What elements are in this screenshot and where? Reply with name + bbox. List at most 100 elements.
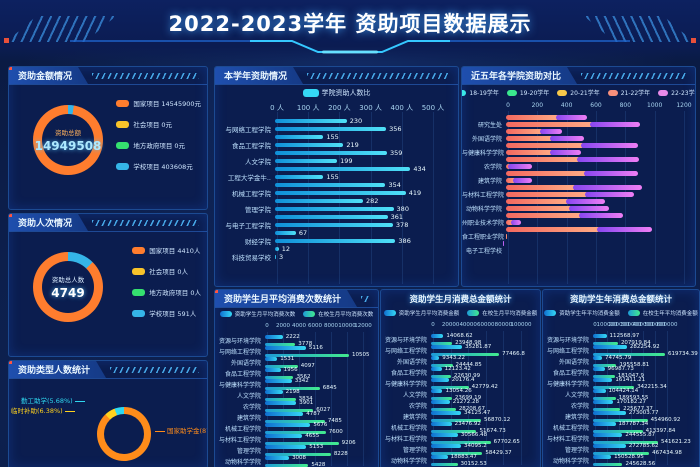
legend-item[interactable]: 在校生月平均消费金额 xyxy=(467,309,537,317)
category-label: 研究生处 xyxy=(477,122,502,129)
amount-legend: 国家项目 14545900元 社会项目 0元 地方政府项目 0元学校项目 40360… xyxy=(116,98,201,171)
people-center-value: 4749 xyxy=(51,286,85,300)
gridline xyxy=(566,111,568,284)
legend-item[interactable]: 国家项目 14545900元 xyxy=(116,98,201,108)
legend-label: 资助学生月平均消费金额 xyxy=(398,311,460,317)
legend-item[interactable]: 22-23学年 xyxy=(658,88,695,97)
bar-value: 14068.62 xyxy=(446,332,473,339)
bar xyxy=(265,452,331,456)
category-label: 管理学院 xyxy=(236,448,261,455)
people-center-label: 资助总人数 xyxy=(51,276,85,284)
legend-item[interactable]: 18-19学年 xyxy=(462,88,499,97)
legend-label: 地方政府项目 0人 xyxy=(149,289,201,297)
gridline xyxy=(537,111,539,284)
legend-item[interactable]: 学校项目 403608元 xyxy=(116,161,201,171)
bar-value: 3562 xyxy=(296,374,311,381)
panel-monthly-count: 资助学生月平均消费次数统计 资助学生月平均消费次数 在校生月平均消费次数 0 2000… xyxy=(214,289,379,467)
bar-value: 170182.27 xyxy=(616,398,647,405)
category-label: 人文学院 xyxy=(236,393,261,400)
legend-item[interactable]: 社会项目 0元 xyxy=(116,119,201,129)
bar-value: 359 xyxy=(390,149,403,157)
bar-line: 282254.92 xyxy=(593,344,699,350)
bar-value: 96987.73 xyxy=(607,365,634,372)
legend-item[interactable]: 资助学生月平均消费金额 xyxy=(383,309,460,317)
bar-segment xyxy=(585,192,634,197)
stacked-bar-row: 外国语学院 xyxy=(462,135,695,143)
axis-tick: 300 人 xyxy=(359,104,382,112)
category-label: 动物科学学院 xyxy=(390,458,427,465)
bar-segment xyxy=(506,115,559,120)
category-label: 管理学院 xyxy=(402,447,427,454)
legend-item[interactable]: 19-20学年 xyxy=(506,88,549,97)
panel-header: 资助类型人数统计 xyxy=(9,361,207,379)
bar-pair: 161411.21 342215.34 xyxy=(593,376,699,390)
axis-tick: 200 人 xyxy=(328,104,351,112)
bar-line: 7485 xyxy=(265,418,378,424)
bar-pair: 35281.87 77466.8 xyxy=(431,344,540,357)
grouped-bar-row: 动物科学学院 3008 5428 xyxy=(215,455,378,467)
bar xyxy=(593,418,648,422)
axis-tick: 400000 xyxy=(632,322,654,328)
bar-segment xyxy=(506,227,600,232)
bar xyxy=(431,440,491,444)
legend-item[interactable]: 学院资助人数比 xyxy=(302,88,371,98)
legend-item[interactable]: 学校项目 591人 xyxy=(132,308,201,318)
bar-value: 273003.77 xyxy=(628,409,659,416)
bar-line: 4787 xyxy=(265,411,378,417)
panel-header: 资助金额情况 xyxy=(9,67,207,85)
grouped-bar-row: 与材料工程学院 4655 9206 xyxy=(215,433,378,447)
legend-item[interactable]: 20-21学年 xyxy=(557,88,600,97)
legend-swatch xyxy=(627,310,640,316)
bar-pair: 30566.48 67702.65 xyxy=(431,432,540,445)
legend-item[interactable]: 资助学生月平均消费次数 xyxy=(219,310,295,318)
chart-rows: 资源与环境学院 112568.97 207919.84 与网络工程学院 282254.9… xyxy=(543,333,699,467)
stacked-bar-row xyxy=(462,128,695,135)
bar-segment xyxy=(506,234,507,239)
legend-label: 学校项目 403608元 xyxy=(133,163,193,171)
bar-pair: 282254.92 619734.39 xyxy=(593,344,699,357)
axis-tick: 0 人 xyxy=(270,104,284,112)
bar-value: 541621.23 xyxy=(660,439,691,446)
bar-line: 23699.19 xyxy=(431,395,540,401)
header: 2022-2023学年 资助项目数据展示 xyxy=(0,0,700,62)
bar xyxy=(275,247,279,251)
panel-title: 资助金额情况 xyxy=(9,67,88,84)
bar-line: 5428 xyxy=(265,462,378,467)
legend-item[interactable]: 资助学生年平均消费金额 xyxy=(544,309,620,317)
axis-tick: 1200 xyxy=(676,102,692,109)
grouped-bar-row: 与材料工程学院 244555.87 541621.23 xyxy=(543,432,699,446)
category-label: 食品工程学院 xyxy=(224,371,261,378)
bar-value: 434 xyxy=(413,165,426,173)
bar xyxy=(431,429,477,433)
bar-pair: 9343.22 24444.85 xyxy=(431,355,540,368)
legend-item[interactable]: 地方政府项目 0人 xyxy=(132,287,201,297)
gridline xyxy=(433,112,434,284)
legend-label: 社会项目 0人 xyxy=(149,268,188,276)
legend-item[interactable]: 地方政府项目 0元 xyxy=(116,140,201,150)
legend-item[interactable]: 社会项目 0人 xyxy=(132,266,201,276)
gridline xyxy=(684,111,685,284)
legend-label: 在校生年平均消费金额 xyxy=(642,311,698,317)
legend-item[interactable]: 在校生月平均消费次数 xyxy=(303,310,373,318)
axis-tick: 100000 xyxy=(596,322,618,328)
bar xyxy=(265,379,292,383)
bar-segment xyxy=(506,122,593,127)
bar-value: 161411.21 xyxy=(615,376,646,383)
axis-tick: 40000 xyxy=(459,322,477,328)
legend-item[interactable]: 在校生年平均消费金额 xyxy=(627,309,698,317)
bar xyxy=(275,167,411,171)
bar-value: 181047.9 xyxy=(617,373,644,380)
legend-item[interactable]: 21-22学年 xyxy=(607,88,650,97)
legend-item[interactable]: 国家项目 4410人 xyxy=(132,245,201,255)
bar-line: 14068.62 xyxy=(431,333,540,339)
bar-segment xyxy=(569,206,609,211)
stacked-bar-row xyxy=(462,226,695,233)
panel-current-year: 本学年资助情况 学院资助人数比 0 人 100 人 200 人 300 人 400 人 50… xyxy=(214,66,459,287)
grouped-bar-row: 机械工程学院 5676 7600 xyxy=(215,422,378,436)
category-label: 与网络工程学院 xyxy=(384,348,427,355)
panel-monthly-amount: 资助学生月消费总金额统计 资助学生月平均消费金额 在校生月平均消费金额 0 20000… xyxy=(380,289,541,467)
bar-line: 7600 xyxy=(265,429,378,435)
bar xyxy=(275,127,387,131)
bar-line: 3834 xyxy=(265,396,378,402)
bar-line: 24444.85 xyxy=(431,362,540,368)
